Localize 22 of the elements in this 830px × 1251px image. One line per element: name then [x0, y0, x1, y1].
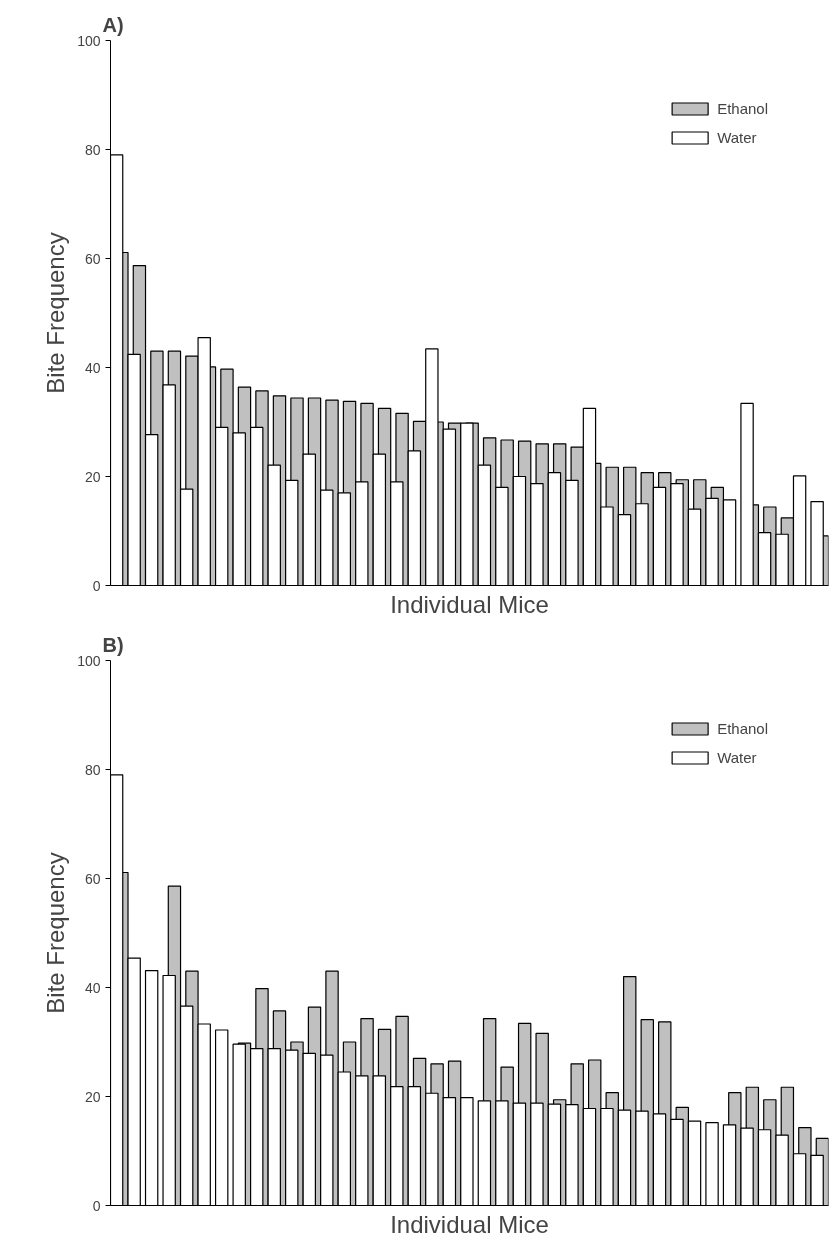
legend-label: Water [717, 129, 757, 146]
y-tick-label: 80 [84, 761, 101, 778]
legend-label: Ethanol [717, 100, 768, 117]
x-axis-title: Individual Mice [390, 1210, 549, 1238]
y-tick-label: 60 [84, 250, 101, 267]
y-tick-label: 100 [77, 652, 101, 669]
y-tick-label: 0 [92, 1197, 101, 1214]
y-tick-label: 40 [84, 979, 101, 996]
y-axis-title: Bite Frequency [42, 852, 70, 1014]
y-tick-label: 20 [84, 1088, 101, 1105]
y-tick-label: 60 [84, 870, 101, 887]
legend-label: Ethanol [717, 720, 768, 737]
y-tick-label: 40 [84, 359, 101, 376]
x-axis-title: Individual Mice [390, 590, 549, 618]
y-tick-label: 100 [77, 32, 101, 49]
chart-title: B) [102, 633, 124, 656]
y-axis-title: Bite Frequency [42, 232, 70, 394]
y-tick-label: 0 [92, 577, 101, 594]
y-tick-label: 20 [84, 468, 101, 485]
chart-title: A) [102, 13, 124, 36]
legend-label: Water [717, 749, 757, 766]
y-tick-label: 80 [84, 141, 101, 158]
